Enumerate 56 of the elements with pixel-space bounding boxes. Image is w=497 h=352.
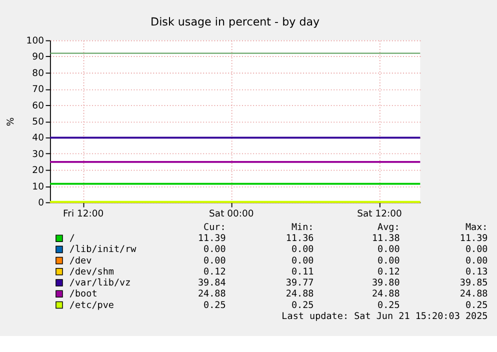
text: 0.00 [291,244,314,256]
legend-label: /var/lib/vz [69,278,131,289]
y-tick-label: 40 [32,132,44,144]
text: 0.25 [378,300,400,311]
legend-label: /boot [69,288,98,300]
legend-label: /lib/init/rw [69,244,137,256]
text: 0.25 [291,300,314,311]
text: 0.00 [465,255,488,266]
text: Cur: [204,222,226,234]
text: 39.84 [198,278,226,289]
text: Max: [465,222,488,234]
y-tick-label: 80 [32,68,44,79]
text: 39.85 [460,278,488,289]
legend-label: / [69,233,75,244]
legend-label: /dev/shm [69,266,114,278]
text: 0.00 [378,255,400,266]
x-tick-label: Sat 12:00 [357,208,402,220]
text: 0.11 [291,266,314,278]
y-tick-label: 90 [32,52,44,63]
y-tick-label: 20 [32,165,44,176]
text: 0.12 [204,266,226,278]
chart-title: Disk usage in percent - by day [150,15,320,28]
y-tick-label: 30 [32,148,44,160]
text: 0.12 [378,266,400,278]
text: 11.39 [198,233,226,244]
legend-label: /etc/pve [69,300,114,311]
text: Avg: [378,222,400,234]
text: 0.00 [204,244,226,256]
text: 11.39 [460,233,488,244]
text: Last update: Sat Jun 21 15:20:03 2025 [282,310,488,322]
legend-label: /dev [69,255,92,266]
text: 24.88 [198,288,226,300]
y-tick-label: 100 [26,36,44,47]
x-tick-label: Sat 00:00 [209,208,254,220]
text: 11.38 [372,233,400,244]
text: 11.36 [286,233,314,244]
text: 0.00 [465,244,488,256]
text: 24.88 [372,288,400,300]
text: 0.00 [291,255,314,266]
y-tick-label: 60 [32,100,44,112]
text: 24.88 [460,288,488,300]
text: 24.88 [286,288,314,300]
x-tick-label: Fri 12:00 [63,208,104,220]
y-tick-label: 0 [38,197,44,208]
text: Min: [291,222,314,234]
y-tick-label: 50 [32,116,44,128]
text: 0.25 [465,300,488,311]
text: 0.00 [378,244,400,256]
text: 39.80 [372,278,400,289]
y-axis-title: % [5,117,16,126]
text: 39.77 [286,278,314,289]
y-tick-label: 70 [32,84,44,96]
text: 0.13 [465,266,488,278]
text: 0.00 [204,255,226,266]
y-tick-label: 10 [32,181,44,192]
text: 0.25 [204,300,226,311]
